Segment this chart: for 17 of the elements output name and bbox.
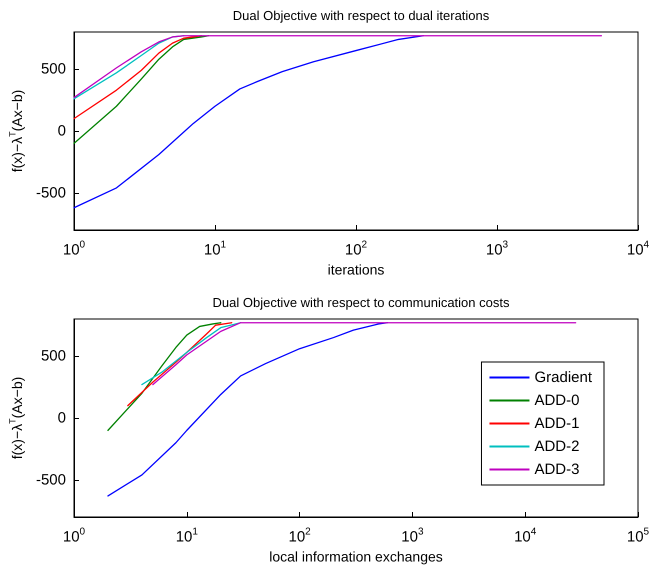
y-tick-label: 500 xyxy=(40,348,66,365)
y-tick-label: 0 xyxy=(58,410,66,426)
legend-label: ADD-3 xyxy=(534,461,580,478)
chart-title: Dual Objective with respect to dual iterations xyxy=(232,8,490,23)
x-axis-title: iterations xyxy=(328,261,384,278)
y-tick-label: 0 xyxy=(58,122,66,140)
legend-label: ADD-2 xyxy=(534,438,580,455)
legend-label: Gradient xyxy=(534,369,593,386)
y-tick-label: 500 xyxy=(40,60,66,78)
legend-label: ADD-0 xyxy=(534,392,580,409)
y-tick-label: -500 xyxy=(36,471,66,488)
chart-title: Dual Objective with respect to communication costs xyxy=(212,295,510,310)
y-tick-label: -500 xyxy=(36,184,66,202)
legend-label: ADD-1 xyxy=(534,415,580,432)
y-axis-title: f(x)−λT(Ax−b) xyxy=(8,376,25,460)
y-axis-title: f(x)−λT(Ax−b) xyxy=(8,90,25,172)
x-axis-title: local information exchanges xyxy=(269,548,443,564)
